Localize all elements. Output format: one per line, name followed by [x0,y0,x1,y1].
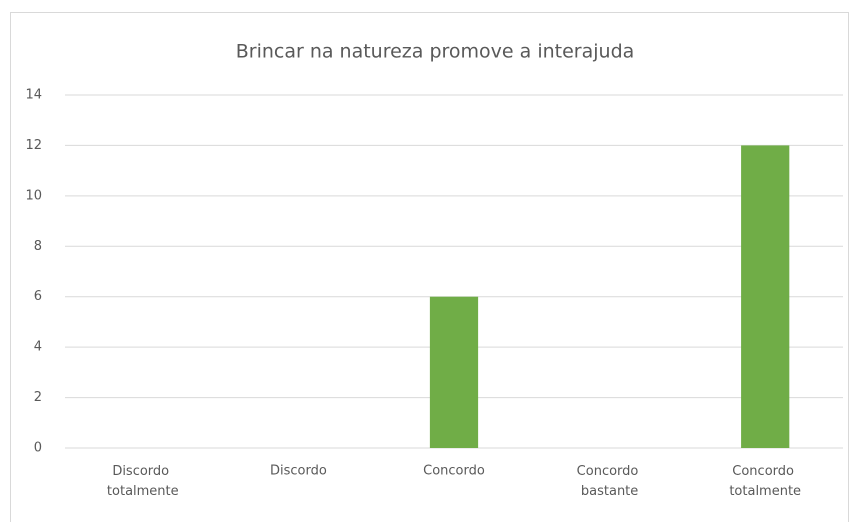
y-tick-label: 2 [34,390,42,405]
y-tick-label: 0 [34,441,42,456]
y-tick-label: 12 [25,138,42,153]
x-tick-label: Concordo bastante [577,464,643,499]
y-tick-label: 8 [34,239,42,254]
chart-title: Brincar na natureza promove a interajuda [236,41,635,63]
bar [741,145,790,448]
x-tick-label: Discordo totalmente [107,464,179,499]
y-tick-label: 4 [34,340,42,355]
chart-border [10,12,849,526]
y-tick-label: 14 [25,88,42,103]
x-tick-label: Concordo [423,464,485,479]
bar [429,296,479,448]
x-tick-label: Concordo totalmente [729,464,801,499]
y-tick-label: 10 [25,188,42,203]
y-tick-label: 6 [34,289,42,304]
x-tick-label: Discordo [270,464,327,479]
